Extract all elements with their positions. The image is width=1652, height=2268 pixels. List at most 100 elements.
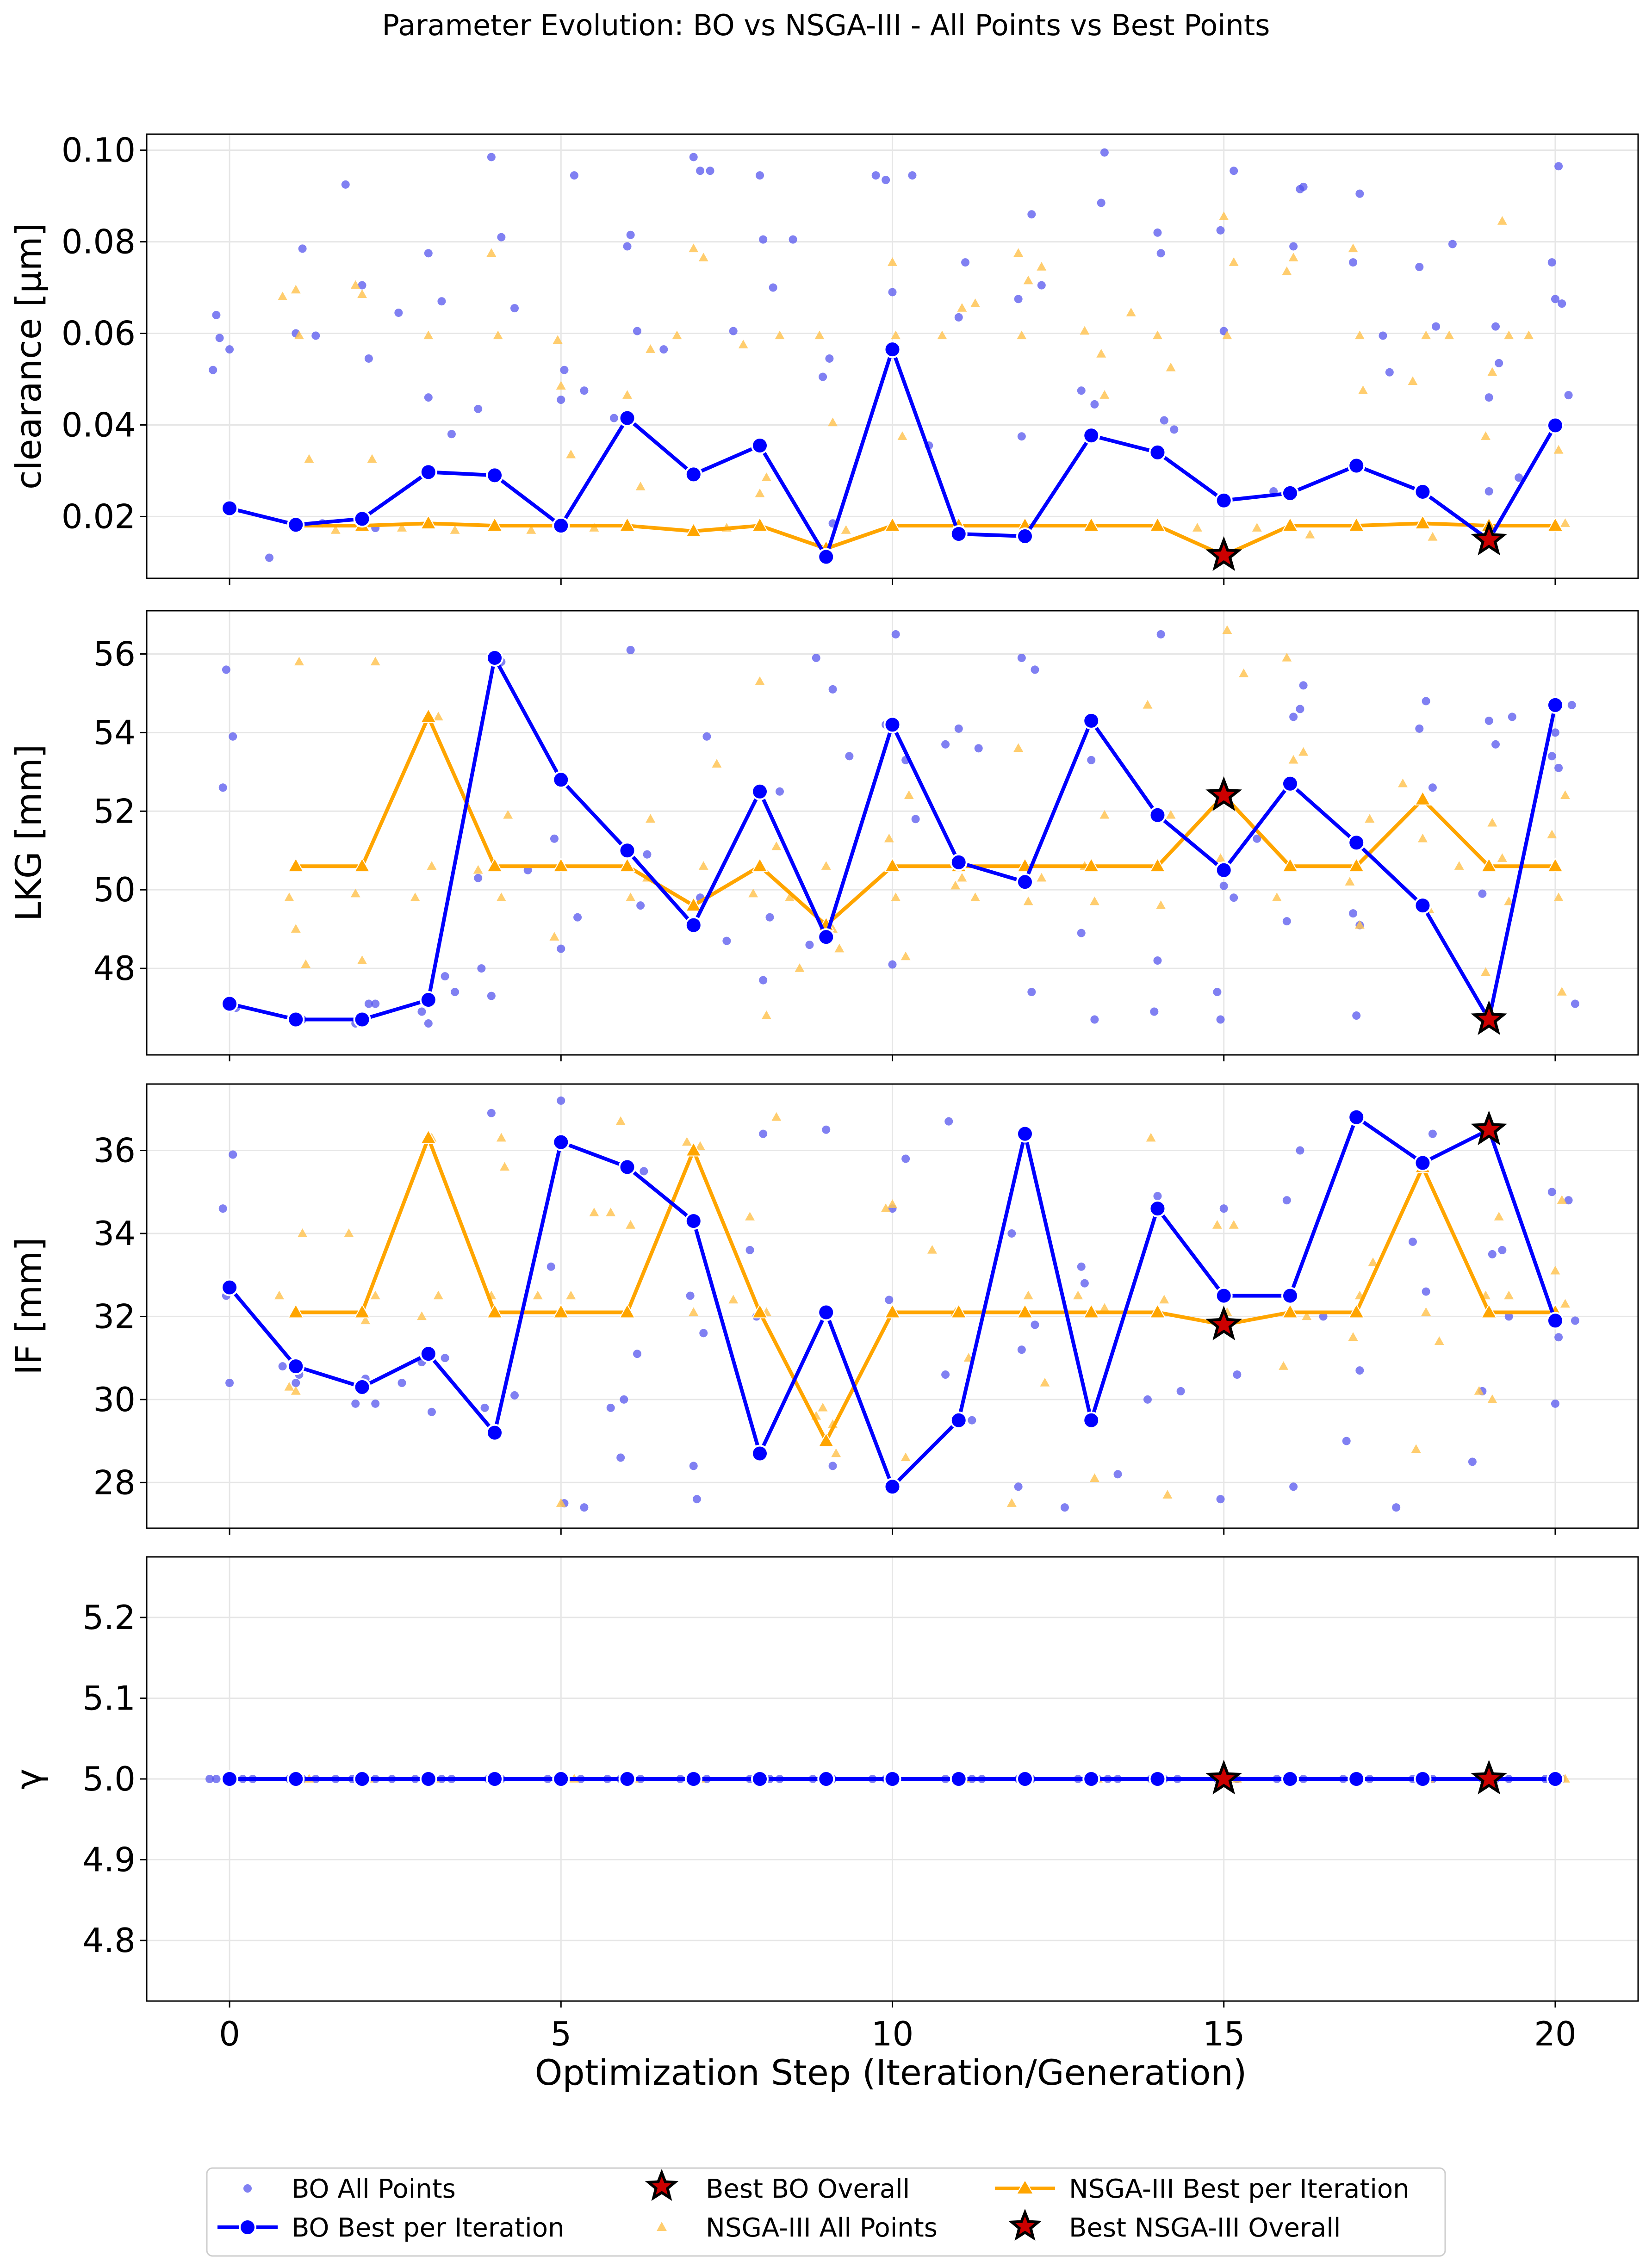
bo-point <box>278 1362 287 1371</box>
bo-point <box>1100 148 1109 157</box>
nsga-best-marker <box>420 1129 437 1144</box>
bo-best-marker <box>353 510 371 528</box>
bo-best-marker <box>1149 1200 1167 1218</box>
bo-point <box>1230 167 1238 175</box>
bo-point <box>689 153 698 161</box>
bo-point <box>871 171 880 180</box>
bo-point <box>441 1354 449 1363</box>
nsga-point <box>473 865 483 874</box>
nsga-best-marker <box>1017 1303 1033 1319</box>
bo-best-marker <box>1082 427 1100 445</box>
x-tick-label: 20 <box>1534 2014 1577 2053</box>
bo-point <box>1547 752 1556 761</box>
nsga-point <box>901 951 911 960</box>
bo-best-marker <box>751 436 769 454</box>
bo-point <box>696 167 705 175</box>
bo-best-marker <box>751 1770 769 1788</box>
nsga-point <box>927 1245 937 1254</box>
legend-marker-bo-all-points <box>243 2184 252 2193</box>
nsga-point <box>755 676 765 685</box>
bo-point <box>606 1403 615 1412</box>
bo-point <box>1289 242 1298 251</box>
bo-point <box>845 752 854 761</box>
legend-marker-best-nsga-star-icon <box>1008 2208 1042 2241</box>
bo-best-marker <box>1546 1312 1564 1330</box>
legend-frame <box>206 2167 1446 2257</box>
bo-point <box>620 1395 628 1404</box>
bo-point <box>759 1129 768 1138</box>
nsga-point <box>357 289 367 298</box>
bo-point <box>1296 705 1304 713</box>
bo-point <box>1355 189 1364 198</box>
legend-label-best-bo-overall: Best BO Overall <box>706 2174 910 2204</box>
y-tick-label: 5.1 <box>82 1679 136 1717</box>
nsga-point <box>1166 362 1176 372</box>
bo-point <box>487 1109 496 1117</box>
nsga-point <box>795 963 805 972</box>
bo-point <box>225 1378 234 1387</box>
bo-point <box>692 1495 701 1504</box>
bo-point <box>1097 198 1105 207</box>
nsga-point <box>1497 216 1507 225</box>
bo-point <box>341 180 350 189</box>
bo-point <box>954 724 963 733</box>
nsga-point <box>1080 326 1090 335</box>
bo-point <box>1017 432 1026 441</box>
nsga-point <box>284 892 294 901</box>
y-tick-label: 4.9 <box>82 1840 136 1879</box>
bo-point <box>759 976 768 985</box>
legend-item-bo-all-points: BO All Points <box>243 2174 456 2204</box>
bo-point <box>1077 386 1086 395</box>
bo-best-marker <box>618 1158 636 1176</box>
nsga-point <box>785 892 795 901</box>
bo-point <box>1564 391 1573 400</box>
bo-best-marker <box>419 1770 437 1788</box>
nsga-point <box>503 810 513 819</box>
bo-point <box>616 1453 625 1462</box>
bo-point <box>1554 162 1563 171</box>
bo-point <box>765 913 774 922</box>
bo-point <box>1491 322 1500 331</box>
bo-point <box>686 1291 695 1300</box>
bo-best-marker <box>1281 1770 1299 1788</box>
nsga-best-marker <box>685 522 702 537</box>
bo-point <box>1233 1370 1242 1379</box>
bo-point <box>212 1775 221 1783</box>
nsga-point <box>1216 853 1226 862</box>
nsga-point <box>646 344 656 353</box>
bo-best-marker <box>950 1411 968 1429</box>
bo-best-marker <box>751 782 769 800</box>
nsga-point <box>689 1307 699 1316</box>
nsga-point <box>1037 262 1047 271</box>
nsga-point <box>1560 1299 1570 1308</box>
nsga-best-marker <box>1149 517 1166 532</box>
nsga-point <box>330 525 341 534</box>
nsga-best-marker <box>553 1303 570 1319</box>
bo-point <box>633 1350 642 1358</box>
nsga-point <box>1192 523 1202 532</box>
bo-point <box>1113 1470 1122 1479</box>
bo-best-marker <box>1546 416 1564 434</box>
legend-item-nsga-all-points: NSGA-III All Points <box>657 2213 938 2243</box>
nsga-point <box>904 790 914 799</box>
nsga-best-marker <box>486 857 503 873</box>
bo-best-marker <box>419 1345 437 1363</box>
nsga-best-marker <box>1083 857 1100 873</box>
bo-point <box>1488 1250 1497 1258</box>
x-tick-label: 15 <box>1203 2014 1245 2053</box>
nsga-best-marker <box>619 517 636 532</box>
nsga-best-marker <box>1348 857 1365 873</box>
nsga-point <box>831 1448 841 1457</box>
bo-point <box>580 1503 589 1512</box>
bo-point <box>570 171 578 180</box>
nsga-point <box>1212 1220 1222 1229</box>
nsga-point <box>1487 367 1497 376</box>
bo-point <box>212 310 221 319</box>
bo-point <box>1087 756 1096 764</box>
bo-point <box>1143 1395 1152 1404</box>
legend-label-nsga-all-points: NSGA-III All Points <box>706 2213 938 2243</box>
bo-point <box>1007 1229 1016 1238</box>
nsga-point <box>1421 330 1431 340</box>
